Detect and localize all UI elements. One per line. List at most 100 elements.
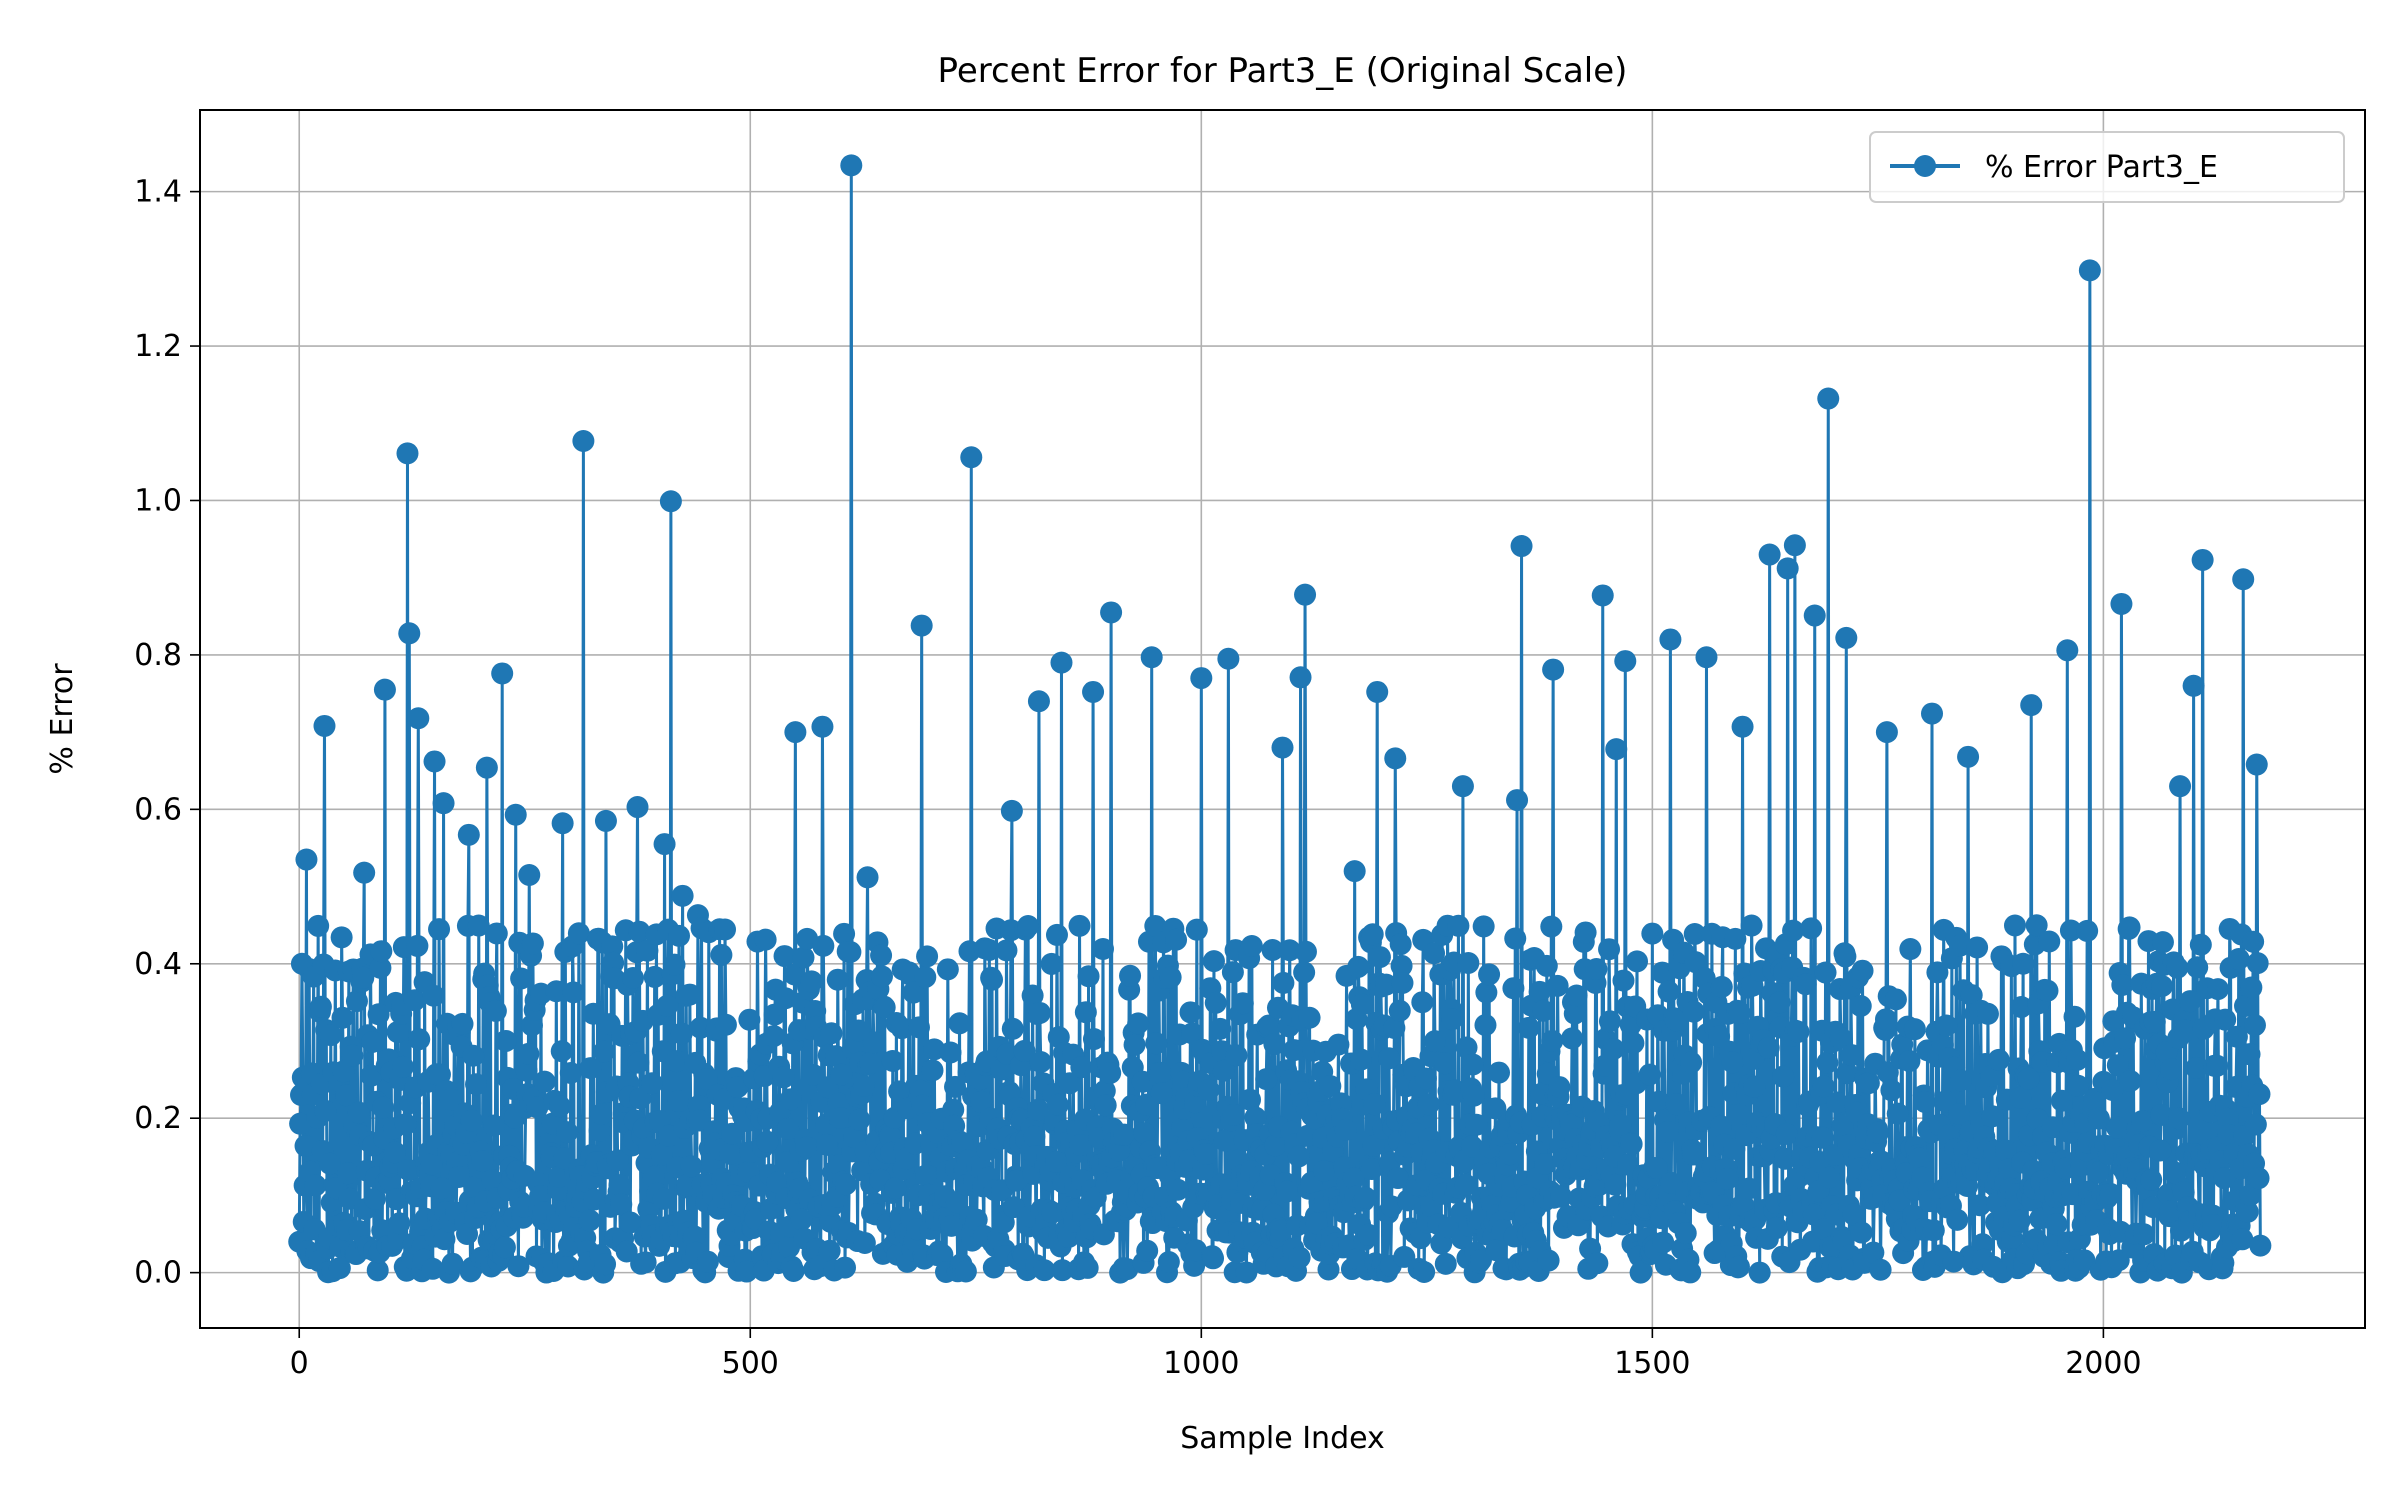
data-point: [1498, 1143, 1521, 1166]
data-point: [526, 1096, 549, 1119]
data-point: [309, 995, 332, 1018]
data-point: [467, 914, 490, 937]
data-point: [738, 1008, 761, 1031]
data-point: [1857, 1072, 1880, 1095]
data-point: [556, 1121, 579, 1144]
data-point: [1159, 966, 1182, 989]
data-point: [1626, 950, 1649, 973]
data-point: [352, 966, 375, 989]
data-point: [870, 965, 893, 988]
data-point: [608, 1174, 631, 1197]
data-point: [2105, 1116, 2128, 1139]
data-point: [2227, 948, 2250, 971]
data-point: [1045, 1150, 1068, 1173]
data-point: [667, 1090, 690, 1113]
data-point: [1681, 1143, 1704, 1166]
data-point: [1708, 1025, 1731, 1048]
data-point: [1478, 963, 1501, 986]
data-point: [948, 1012, 971, 1035]
data-point: [1082, 1028, 1105, 1051]
data-point: [1202, 1247, 1225, 1270]
data-point: [940, 1214, 963, 1237]
data-point: [2110, 592, 2133, 615]
data-point: [824, 1045, 847, 1068]
data-point: [784, 721, 807, 744]
data-point: [1586, 1252, 1609, 1275]
data-point: [2189, 933, 2212, 956]
data-point: [1534, 1152, 1557, 1175]
data-point: [915, 1164, 938, 1187]
data-point: [888, 1080, 911, 1103]
data-point: [1240, 935, 1263, 957]
data-point: [1775, 1122, 1798, 1145]
data-point: [1674, 1222, 1697, 1245]
data-point: [1413, 1261, 1436, 1284]
data-point: [643, 965, 666, 988]
y-tick-label: 0.0: [134, 1256, 182, 1291]
data-point: [1818, 1166, 1841, 1189]
data-point: [1948, 1102, 1971, 1125]
data-point: [295, 848, 318, 871]
data-point: [1517, 1016, 1540, 1039]
data-point: [1074, 1001, 1097, 1024]
data-point: [1472, 915, 1495, 938]
data-point: [408, 1028, 431, 1051]
data-point: [873, 996, 896, 1019]
data-point: [626, 796, 649, 819]
data-point: [1051, 1259, 1074, 1282]
data-point: [1261, 939, 1284, 962]
data-point: [1946, 1208, 1969, 1231]
data-point: [1737, 1177, 1760, 1200]
data-point: [1563, 1002, 1586, 1025]
data-point: [1876, 1061, 1899, 1084]
data-point: [1548, 1076, 1571, 1099]
data-point: [406, 934, 429, 957]
data-point: [2073, 1249, 2096, 1272]
data-point: [1202, 950, 1225, 973]
data-point: [2149, 1139, 2172, 1162]
data-point: [481, 1169, 504, 1192]
data-point: [1550, 1185, 1573, 1208]
data-point: [1598, 1010, 1621, 1033]
legend: % Error Part3_E: [1869, 131, 2345, 203]
data-point: [1033, 1259, 1056, 1282]
data-point: [1027, 1098, 1050, 1121]
data-point: [1455, 1036, 1478, 1059]
data-point: [1327, 1033, 1350, 1056]
data-point: [1272, 971, 1295, 994]
data-point: [1212, 1059, 1235, 1082]
data-point: [397, 1159, 420, 1181]
data-point: [1357, 1223, 1380, 1246]
data-point: [602, 951, 625, 974]
data-point: [2248, 1083, 2271, 1106]
data-point: [588, 1119, 611, 1142]
data-point: [1783, 534, 1806, 557]
data-point: [1585, 958, 1608, 981]
data-point: [852, 1074, 875, 1097]
data-point: [1926, 961, 1949, 984]
data-point: [960, 446, 983, 469]
data-point: [471, 1150, 494, 1173]
data-point: [1475, 981, 1498, 1004]
data-point: [441, 1252, 464, 1275]
data-point: [1724, 927, 1747, 950]
data-point: [1716, 1167, 1739, 1190]
data-point: [1388, 999, 1411, 1022]
data-point: [1740, 914, 1763, 937]
data-point: [1680, 1051, 1703, 1074]
data-point: [1949, 1069, 1972, 1092]
data-point: [954, 1260, 977, 1283]
data-point: [2008, 1209, 2031, 1232]
data-point: [833, 1256, 856, 1279]
data-point: [902, 981, 925, 1004]
data-point: [1289, 666, 1312, 689]
data-point: [1091, 938, 1114, 960]
data-point: [1144, 914, 1167, 937]
data-point: [1935, 1014, 1958, 1037]
data-point: [1647, 1090, 1670, 1113]
data-point: [1866, 1121, 1889, 1144]
data-point: [762, 1025, 785, 1048]
data-point: [485, 922, 508, 945]
data-point: [2225, 1025, 2248, 1048]
